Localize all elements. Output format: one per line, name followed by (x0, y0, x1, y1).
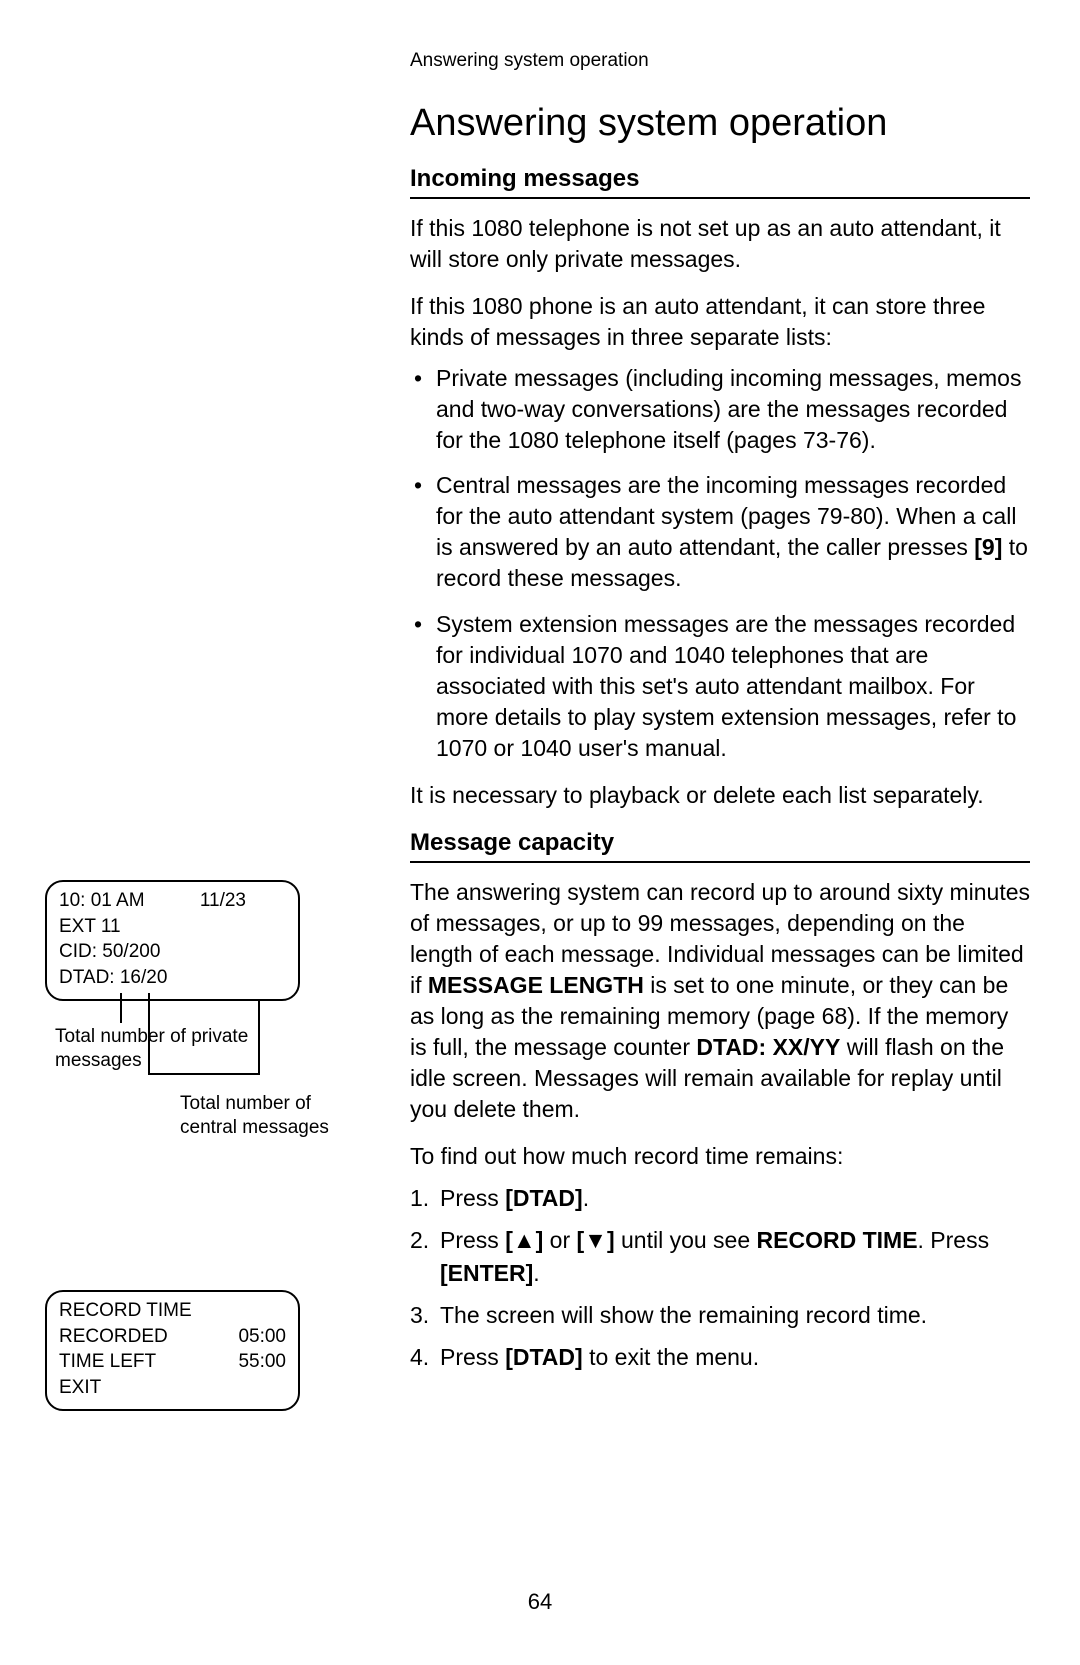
s4-post: to exit the menu. (583, 1344, 759, 1370)
steps-list: Press [DTAD]. Press [▲] or [▼] until you… (410, 1182, 1030, 1373)
annotation-central: Total number of central messages (180, 1092, 360, 1140)
lcd1-cid: CID: 50/200 (59, 939, 286, 965)
lcd2-timeleft-label: TIME LEFT (59, 1349, 156, 1375)
anno2-text: Total number of central messages (180, 1093, 329, 1138)
section-heading-capacity: Message capacity (410, 829, 1030, 863)
callout-line-1v (120, 993, 122, 1023)
key-9: [9] (974, 534, 1002, 560)
s2-b3: RECORD TIME (757, 1227, 918, 1253)
s1-pre: Press (440, 1185, 505, 1211)
s4-pre: Press (440, 1344, 505, 1370)
para-capacity-2: To find out how much record time remains… (410, 1141, 1030, 1172)
annotation-private: Total number of private messages (55, 1025, 255, 1073)
running-header: Answering system operation (410, 50, 1020, 72)
lcd-record-time-screen: RECORD TIME RECORDED 05:00 TIME LEFT 55:… (45, 1290, 300, 1411)
step-3: The screen will show the remaining recor… (410, 1299, 1030, 1331)
s1-post: . (583, 1185, 589, 1211)
para-capacity-1: The answering system can record up to ar… (410, 877, 1030, 1125)
s2-b4: [ENTER] (440, 1260, 533, 1286)
cap-p1-b1: MESSAGE LENGTH (428, 972, 644, 998)
section-heading-incoming: Incoming messages (410, 165, 1030, 199)
lcd2-row1: RECORDED 05:00 (59, 1324, 286, 1350)
lcd1-date: 11/23 (200, 888, 246, 914)
bullet-central-text: Central messages are the incoming messag… (436, 472, 1028, 591)
page-title: Answering system operation (410, 102, 1020, 145)
lcd2-recorded-value: 05:00 (238, 1324, 286, 1350)
bullet-list-incoming: Private messages (including incoming mes… (410, 363, 1030, 764)
lcd2-row2: TIME LEFT 55:00 (59, 1349, 286, 1375)
lcd2-timeleft-value: 55:00 (238, 1349, 286, 1375)
lcd1-dtad: DTAD: 16/20 (59, 965, 286, 991)
lcd1-ext: EXT 11 (59, 914, 286, 940)
cap-p1-b2: DTAD: XX/YY (696, 1034, 840, 1060)
step-4: Press [DTAD] to exit the menu. (410, 1341, 1030, 1373)
callout-line-2h (148, 1073, 258, 1075)
s2-b1: [▲] (505, 1227, 543, 1253)
s4-b: [DTAD] (505, 1344, 583, 1370)
s2-mid1: or (543, 1227, 576, 1253)
step-1: Press [DTAD]. (410, 1182, 1030, 1214)
lcd1-time: 10: 01 AM (59, 888, 145, 914)
bullet-central: Central messages are the incoming messag… (410, 470, 1030, 594)
s2-b2: [▼] (577, 1227, 615, 1253)
callout-line-2v2 (258, 1000, 260, 1075)
page-64: Answering system operation Answering sys… (0, 0, 1080, 1665)
step-2: Press [▲] or [▼] until you see RECORD TI… (410, 1224, 1030, 1288)
para-incoming-2: If this 1080 phone is an auto attendant,… (410, 291, 1030, 353)
lcd2-title: RECORD TIME (59, 1298, 286, 1324)
para-incoming-1: If this 1080 telephone is not set up as … (410, 213, 1030, 275)
lcd1-row-time: 10: 01 AM 11/23 (59, 888, 286, 914)
para-incoming-3: It is necessary to playback or delete ea… (410, 780, 1030, 811)
bullet-system-ext: System extension messages are the messag… (410, 609, 1030, 764)
bullet-private: Private messages (including incoming mes… (410, 363, 1030, 456)
s2-post: . (533, 1260, 539, 1286)
lcd2-recorded-label: RECORDED (59, 1324, 168, 1350)
lcd-status-screen: 10: 01 AM 11/23 EXT 11 CID: 50/200 DTAD:… (45, 880, 300, 1001)
s2-mid2: until you see (615, 1227, 757, 1253)
s2-mid3: . Press (918, 1227, 990, 1253)
anno1-text: Total number of private messages (55, 1026, 248, 1071)
s1-b: [DTAD] (505, 1185, 583, 1211)
lcd2-exit: EXIT (59, 1375, 286, 1401)
page-number: 64 (0, 1589, 1080, 1615)
s2-pre: Press (440, 1227, 505, 1253)
